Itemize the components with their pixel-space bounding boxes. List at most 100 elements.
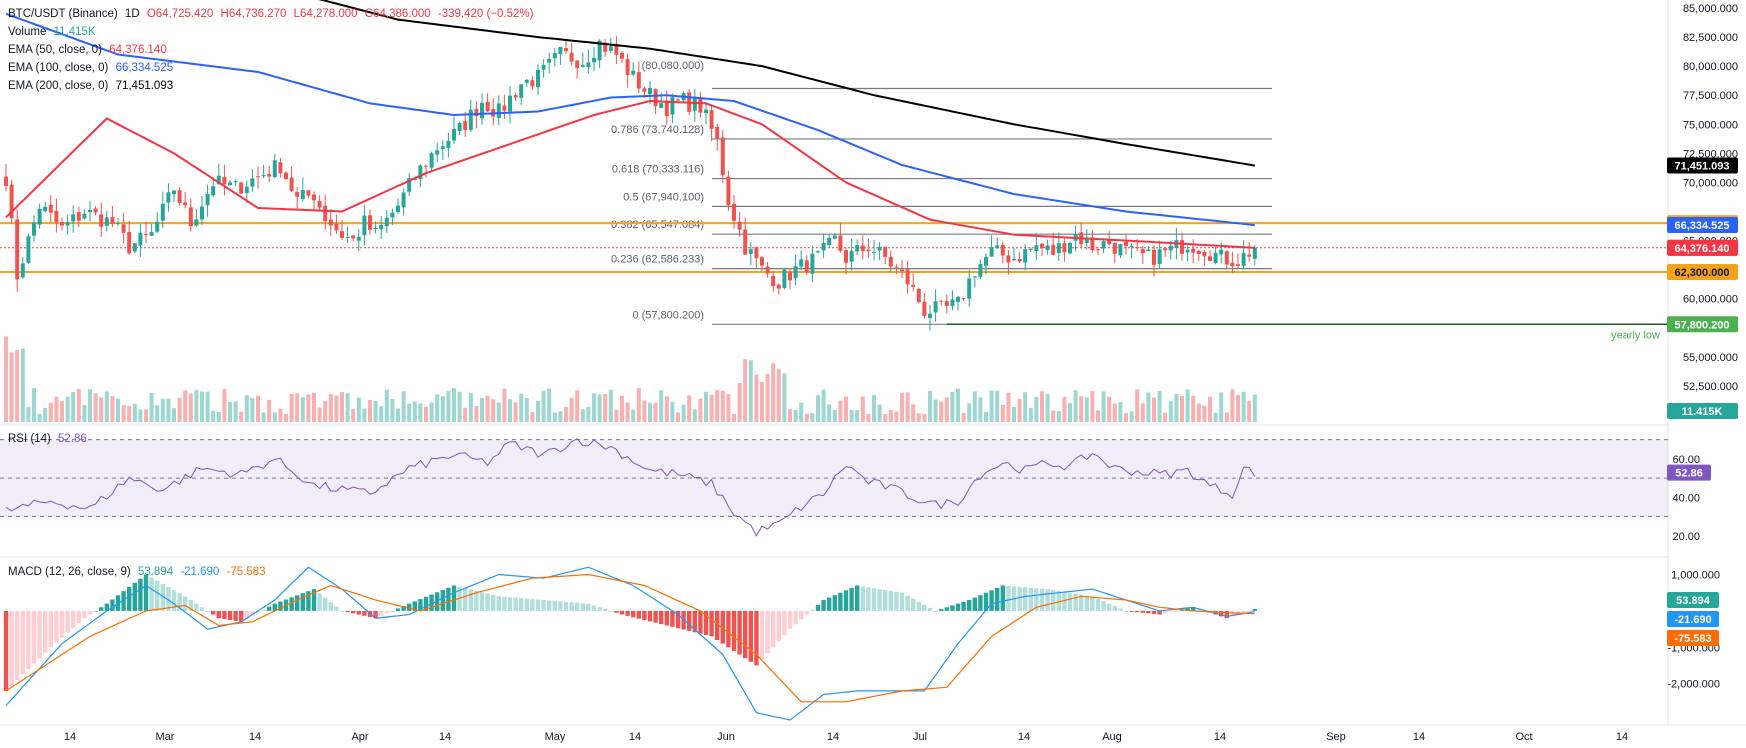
macd-histogram-bar <box>843 590 849 611</box>
macd-histogram-bar <box>563 601 569 611</box>
candle-body <box>1157 249 1162 264</box>
volume-bar <box>1185 389 1190 422</box>
candle-body <box>1034 245 1039 251</box>
volume-bar <box>720 390 725 422</box>
candle-body <box>625 59 630 75</box>
volume-bar <box>1051 410 1056 422</box>
candle-body <box>743 229 748 255</box>
macd-histogram-bar <box>860 586 865 611</box>
volume-bar <box>239 411 244 422</box>
price-labels: 71,451.09366,500.00066,334.52564,386.000… <box>1667 157 1738 646</box>
volume-bar <box>200 391 204 422</box>
macd-histogram-bar <box>440 590 445 611</box>
legend-open: O64,725.420 <box>146 8 214 20</box>
price-tick-label: 70,000.000 <box>1683 177 1738 189</box>
time-axis[interactable]: 14 Mar 14 Apr 14 May 14 Jun 14 Jul 14 Aug 14 Sep 14 Oct… <box>64 731 1628 743</box>
macd-histogram-bar <box>339 610 345 612</box>
macd-histogram-bar <box>1163 610 1168 614</box>
candle-body <box>793 266 798 279</box>
macd-histogram-bar <box>631 610 636 618</box>
volume-bar <box>4 336 8 422</box>
ema100-line <box>5 12 1255 227</box>
volume-bar <box>1101 391 1106 422</box>
candle-body <box>306 190 311 196</box>
legend-rsi[interactable]: RSI (14) 52.86 <box>8 432 91 447</box>
candle-body <box>956 296 960 302</box>
macd-histogram-bar <box>933 610 938 612</box>
volume-bar <box>177 397 182 422</box>
candle-body <box>704 109 708 114</box>
macd-histogram-bar <box>619 610 625 615</box>
volume-bar <box>222 389 227 422</box>
volume-bar <box>620 395 624 422</box>
macd-histogram-bar <box>759 610 765 660</box>
candle-body <box>440 146 445 149</box>
macd-histogram-bar <box>250 610 255 616</box>
macd-histogram-bar <box>3 610 9 691</box>
volume-bar <box>93 393 98 422</box>
candle-body <box>1180 240 1184 254</box>
legend-symbol[interactable]: BTC/USDT (Binance) <box>8 8 118 20</box>
macd-histogram-bar <box>31 610 37 664</box>
price-tick-label: 55,000.000 <box>1683 352 1738 364</box>
volume-bar <box>743 359 748 422</box>
volume-bar <box>172 408 176 422</box>
volume-bar <box>636 388 641 422</box>
volume-bar <box>894 411 899 422</box>
price-label-text: 66,334.525 <box>1674 220 1729 232</box>
macd-histogram-bar <box>1140 610 1145 613</box>
macd-histogram-bar <box>479 592 485 611</box>
volume-bar <box>883 413 888 422</box>
legend-ema50-value: 64,376.140 <box>109 44 167 56</box>
macd-histogram-bar <box>687 610 692 631</box>
horizontal-lines[interactable]: yearly low <box>0 222 1668 341</box>
volume-bar <box>575 390 580 422</box>
candle-body <box>480 102 484 119</box>
time-tick-label: 14 <box>827 731 839 743</box>
candle-body <box>1129 245 1134 247</box>
volume-bar <box>463 407 468 422</box>
candle-body <box>715 126 720 139</box>
volume-bar <box>1028 407 1033 422</box>
price-axis[interactable]: 85,000.000 82,500.000 80,000.000 77,500.000… <box>1667 3 1738 691</box>
volume-bar <box>989 390 994 422</box>
candle-body <box>1028 248 1033 250</box>
volume-bar <box>26 406 31 422</box>
legend-volume[interactable]: Volume 11.415K <box>8 25 100 40</box>
volume-bar <box>580 409 585 422</box>
price-label-box <box>1667 316 1738 333</box>
macd-histogram-bar <box>1241 610 1246 613</box>
volume-bar <box>334 395 339 422</box>
volume-bar <box>547 388 552 422</box>
candle-body <box>278 162 283 174</box>
legend-macd[interactable]: MACD (12, 26, close, 9) 53.894 -21.690 -… <box>8 565 270 580</box>
legend-ema200[interactable]: EMA (200, close, 0) 71,451.093 <box>8 79 177 94</box>
candle-body <box>76 212 81 221</box>
macd-histogram-bar <box>255 610 261 613</box>
candle-body <box>513 95 518 98</box>
candle-body <box>866 249 871 252</box>
volume-bar <box>166 398 171 422</box>
legend-ema100[interactable]: EMA (100, close, 0) 66,334.525 <box>8 61 177 76</box>
volume-bar <box>933 399 938 422</box>
volume-bar <box>457 391 462 422</box>
candle-body <box>1107 240 1112 245</box>
candle-body <box>580 65 585 67</box>
volume-bar <box>961 412 966 422</box>
macd-histogram-bar <box>457 586 462 611</box>
candle-body <box>939 300 944 302</box>
volume-bar <box>384 389 389 422</box>
volume-bar <box>536 400 540 422</box>
macd-histogram-bar <box>608 610 613 612</box>
candle-body <box>104 217 109 226</box>
macd-histogram-bar <box>849 587 854 611</box>
volume-bar <box>1140 403 1145 422</box>
candle-body <box>1241 252 1246 266</box>
macd-histogram-bar <box>82 610 87 619</box>
candle-body <box>1168 245 1173 251</box>
volume-bar <box>155 405 160 422</box>
candle-body <box>782 269 787 288</box>
macd-histogram-bar <box>239 610 244 622</box>
legend-ema50[interactable]: EMA (50, close, 0) 64,376.140 <box>8 43 171 58</box>
